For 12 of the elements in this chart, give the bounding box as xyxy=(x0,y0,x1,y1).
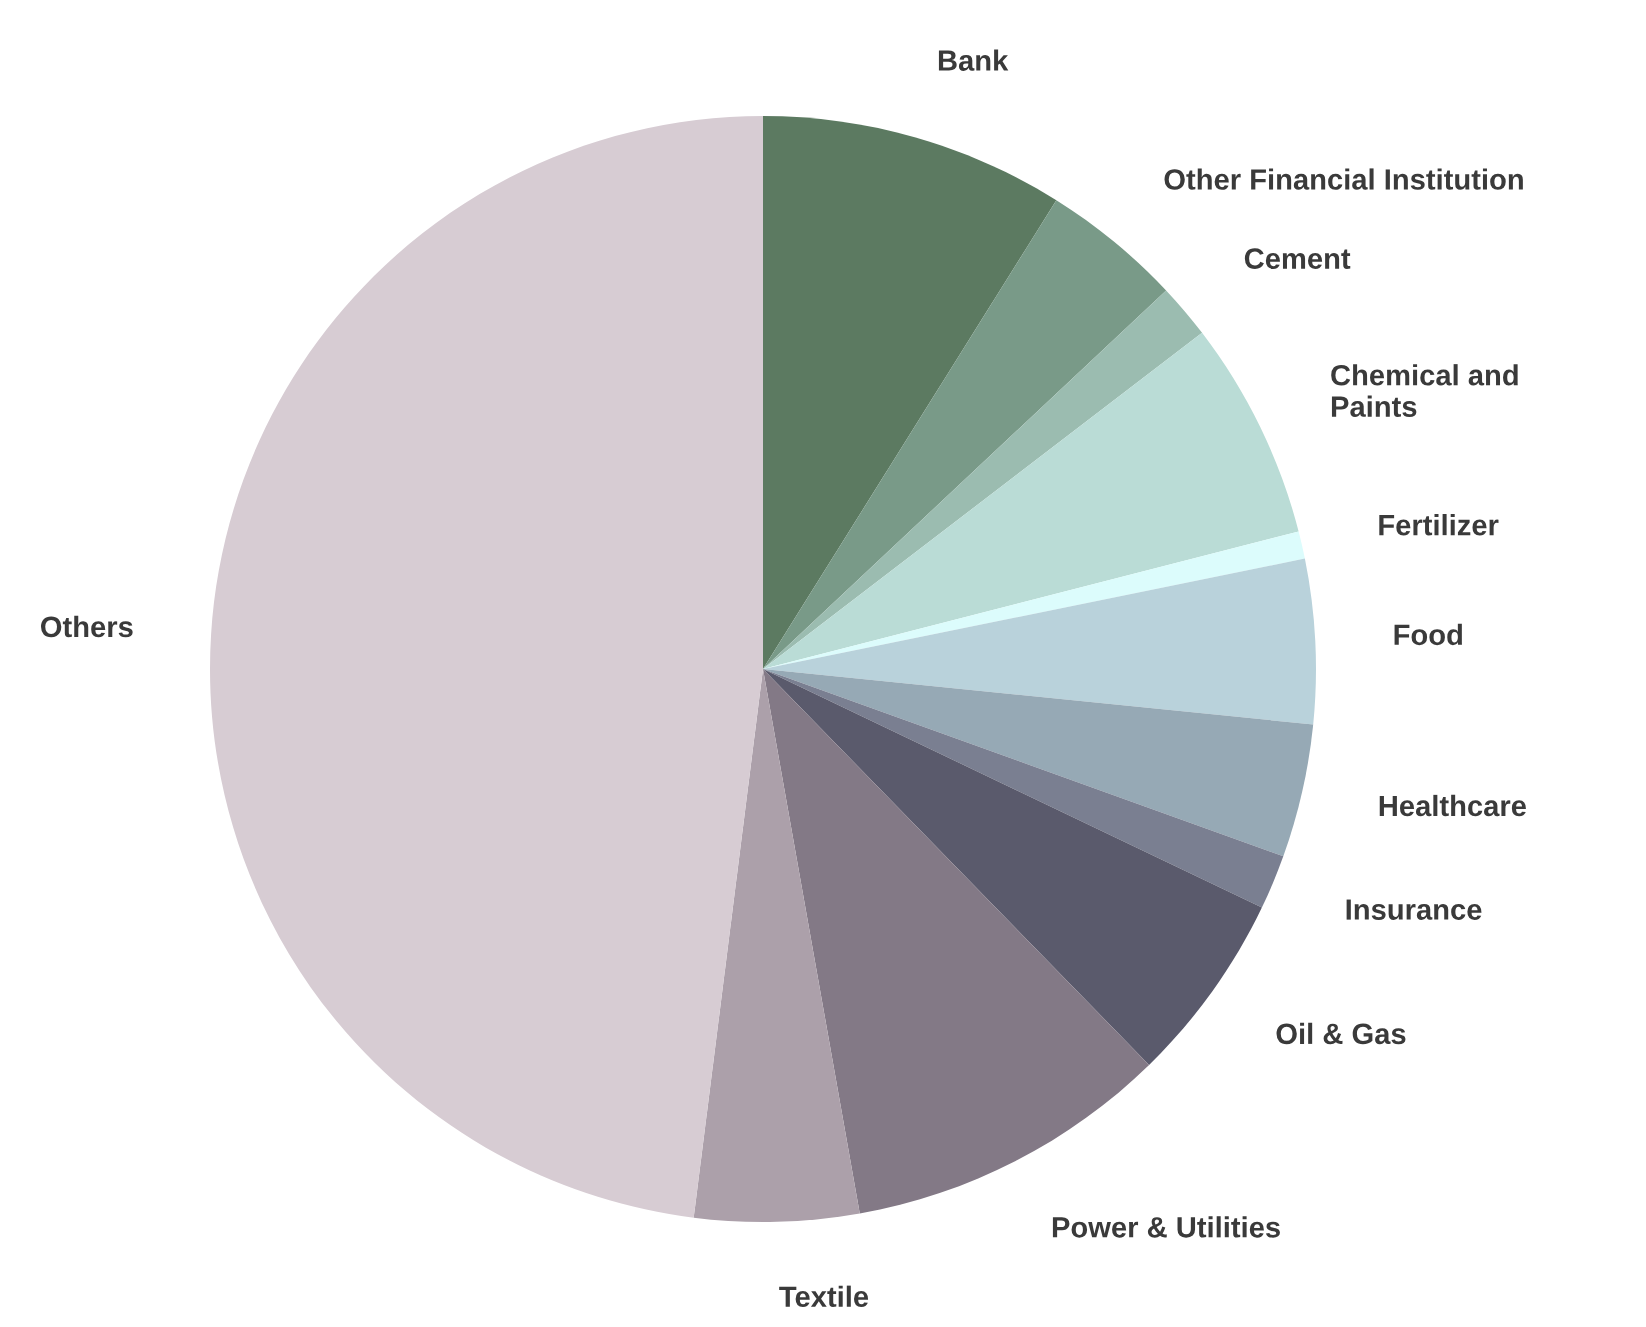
slice-label: Power & Utilities xyxy=(1052,1216,1280,1238)
slice-label: Oil & Gas xyxy=(1276,1022,1406,1045)
slice-label: Food xyxy=(1394,623,1462,646)
slice-label: Other Financial Institution xyxy=(1164,168,1523,190)
slice-label: Insurance xyxy=(1346,899,1482,920)
slice-label: Others xyxy=(41,615,133,638)
slice-label: Chemical and Paints xyxy=(1331,364,1518,417)
slice-label: Textile xyxy=(779,1285,869,1308)
slice-label: Cement xyxy=(1244,248,1351,269)
slice-label: Healthcare xyxy=(1379,794,1526,817)
slice-label: Bank xyxy=(938,49,1009,71)
slice-label: Fertilizer xyxy=(1379,514,1499,536)
